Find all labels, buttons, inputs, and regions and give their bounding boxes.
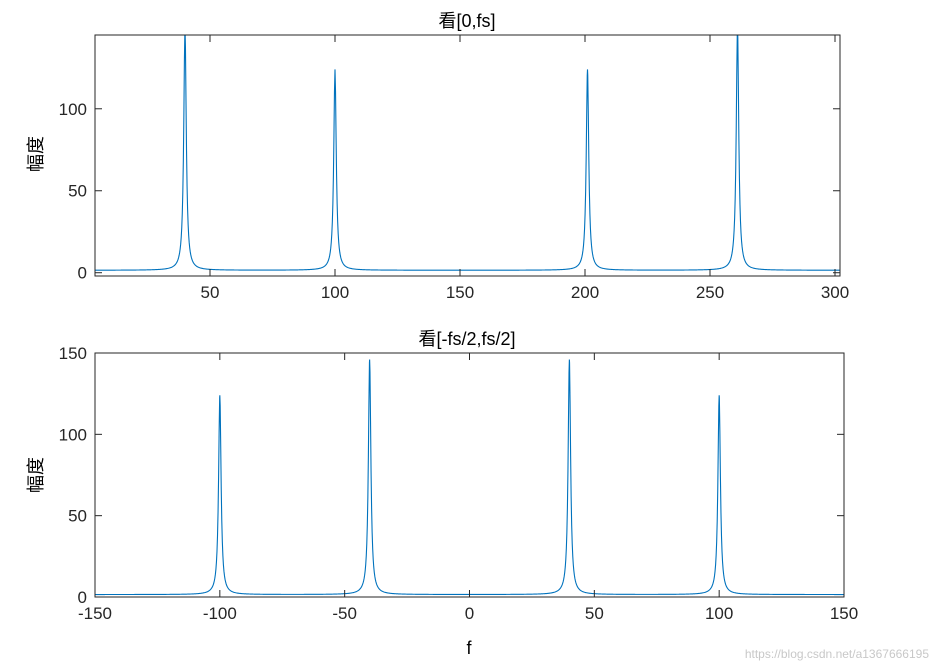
- bottom-ytick-label: 150: [59, 344, 87, 363]
- bottom-ytick-label: 0: [78, 588, 87, 607]
- top-ytick-label: 0: [78, 264, 87, 283]
- top-y-ticks: 0 50 100: [59, 100, 840, 283]
- bottom-plot-area: [95, 353, 844, 597]
- bottom-xtick-label: -100: [203, 604, 237, 623]
- bottom-xtick-label: -150: [78, 604, 112, 623]
- bottom-ytick-label: 50: [68, 507, 87, 526]
- top-xtick-label: 300: [821, 283, 849, 302]
- bottom-x-ticks: -150 -100 -50 0 50 100 150: [78, 353, 858, 623]
- top-y-axis-label: 幅度: [26, 136, 46, 172]
- top-spectrum-line: [95, 35, 840, 271]
- top-plot-area: [95, 35, 840, 276]
- bottom-xtick-label: 0: [465, 604, 474, 623]
- bottom-xtick-label: 150: [830, 604, 858, 623]
- bottom-xtick-label: 100: [705, 604, 733, 623]
- top-xtick-label: 100: [321, 283, 349, 302]
- top-xtick-label: 200: [571, 283, 599, 302]
- top-xtick-label: 50: [201, 283, 220, 302]
- bottom-y-axis-label: 幅度: [26, 457, 46, 493]
- bottom-x-axis-label: f: [466, 638, 472, 658]
- top-axes-box: [94, 34, 841, 277]
- bottom-xtick-label: -50: [332, 604, 357, 623]
- bottom-xtick-label: 50: [585, 604, 604, 623]
- top-series: [95, 35, 840, 271]
- bottom-plot-title: 看[-fs/2,fs/2]: [418, 329, 515, 349]
- subplot-top: 看[0,fs] 幅度 50 100 150 200 250 300 0 50 100: [26, 11, 849, 302]
- bottom-y-ticks: 0 50 100 150: [59, 344, 844, 607]
- top-x-ticks: 50 100 150 200 250 300: [201, 35, 849, 302]
- top-ytick-label: 100: [59, 100, 87, 119]
- top-plot-title: 看[0,fs]: [438, 11, 495, 31]
- watermark-text: https://blog.csdn.net/a1367666195: [744, 647, 929, 661]
- top-xtick-label: 150: [446, 283, 474, 302]
- top-xtick-label: 250: [696, 283, 724, 302]
- bottom-ytick-label: 100: [59, 425, 87, 444]
- subplot-bottom: 看[-fs/2,fs/2] 幅度 -150 -100 -50 0 50 100 150 0 5…: [26, 329, 858, 658]
- top-ytick-label: 50: [68, 182, 87, 201]
